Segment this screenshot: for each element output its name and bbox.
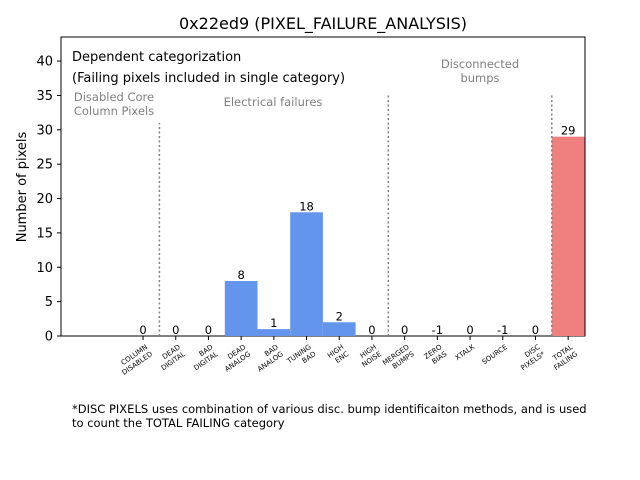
x-tick-label: SOURCE: [481, 343, 509, 366]
plot-area: 05101520253035400COLUMNDISABLED0DEADDIGI…: [36, 36, 586, 377]
bar: [224, 281, 258, 336]
bar-value-label: 0: [466, 323, 473, 337]
annotation-title: Dependent categorization: [72, 50, 241, 65]
x-tick-label: HIGHENC: [326, 343, 350, 367]
y-tick-label: 0: [45, 330, 53, 345]
annotation-disconnected: Disconnected bumps: [441, 57, 519, 85]
x-tick-label: XTALK: [454, 343, 477, 362]
pixel-failure-chart: 0x22ed9 (PIXEL_FAILURE_ANALYSIS) Number …: [15, 14, 586, 377]
bar-value-label: 0: [139, 323, 146, 337]
bar-value-label: 0: [172, 323, 179, 337]
annotation-subtitle: (Failing pixels included in single categ…: [72, 71, 345, 86]
bar: [551, 136, 585, 336]
bar: [322, 322, 356, 336]
x-tick-label: TOTALFAILING: [548, 343, 580, 372]
x-tick-label: TUNINGBAD: [285, 343, 318, 373]
bar: [290, 212, 323, 336]
bar-value-label: 0: [368, 323, 375, 337]
x-tick-label: DISCPIXELS*: [515, 343, 547, 372]
x-tick-label: DEADDIGITAL: [155, 343, 187, 372]
bar-value-label: -1: [497, 323, 508, 337]
bar: [257, 329, 291, 336]
annotation-disabled-core: Disabled Core Column Pixels: [74, 90, 154, 118]
chart-title: 0x22ed9 (PIXEL_FAILURE_ANALYSIS): [179, 14, 467, 34]
bar-value-label: 0: [205, 323, 212, 337]
y-tick-label: 15: [36, 226, 53, 241]
x-tick-label: DEADANALOG: [219, 343, 253, 373]
y-tick-label: 40: [36, 55, 53, 70]
bar-value-label: 18: [299, 199, 314, 213]
x-tick-label: HIGHNOISE: [356, 343, 383, 369]
y-tick-label: 35: [36, 89, 53, 104]
x-tick-label: MERGEDBUMPS: [381, 343, 416, 374]
x-tick-label: COLUMNDISABLED: [116, 343, 154, 377]
annotation-electrical: Electrical failures: [224, 95, 323, 109]
footnote: *DISC PIXELS uses combination of various…: [72, 402, 587, 430]
x-tick-label: BADDIGITAL: [188, 343, 220, 372]
y-axis-label: Number of pixels: [15, 131, 30, 242]
bar-value-label: 29: [561, 124, 576, 138]
y-tick-label: 25: [36, 158, 53, 173]
bar-value-label: 0: [401, 323, 408, 337]
x-tick-label: BADANALOG: [251, 343, 285, 373]
x-tick-label: ZEROBIAS: [423, 343, 449, 368]
bar-value-label: 0: [532, 323, 539, 337]
bar-value-label: 2: [336, 309, 343, 323]
y-tick-label: 30: [36, 123, 53, 138]
bar-value-label: 1: [270, 316, 277, 330]
bar-value-label: 8: [237, 268, 244, 282]
y-tick-label: 10: [36, 261, 53, 276]
y-tick-label: 20: [36, 192, 53, 207]
y-tick-label: 5: [45, 295, 53, 310]
bar-value-label: -1: [432, 323, 443, 337]
